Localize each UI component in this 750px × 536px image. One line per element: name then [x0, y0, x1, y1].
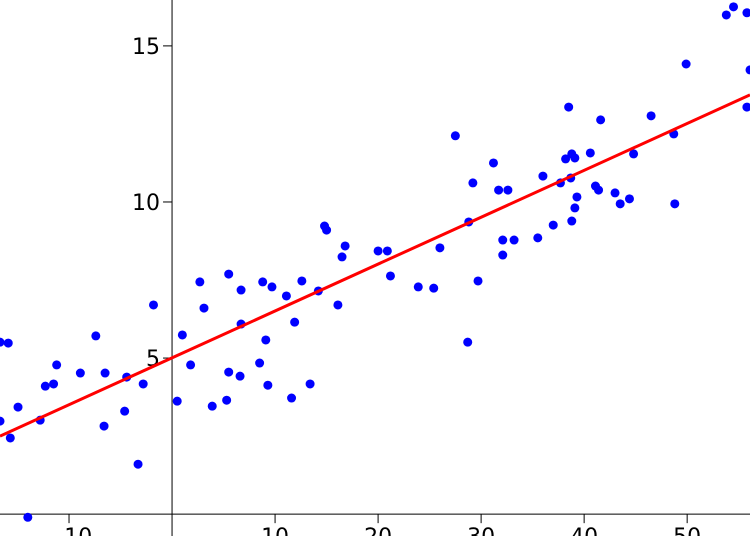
scatter-point	[533, 233, 543, 243]
scatter-point	[133, 459, 143, 469]
scatter-point	[23, 512, 33, 522]
scatter-point	[99, 421, 109, 431]
scatter-point	[261, 335, 271, 345]
scatter-point	[498, 250, 508, 260]
scatter-point	[646, 111, 656, 121]
scatter-point	[0, 416, 5, 426]
scatter-point	[494, 185, 504, 195]
scatter-point	[548, 220, 558, 230]
scatter-point	[322, 225, 332, 235]
scatter-point	[585, 148, 595, 158]
scatter-point	[538, 171, 548, 181]
scatter-point	[186, 360, 196, 370]
scatter-point	[463, 337, 473, 347]
scatter-point	[222, 395, 232, 405]
scatter-point	[509, 235, 519, 245]
scatter-point	[610, 188, 620, 198]
scatter-point	[3, 338, 13, 348]
scatter-point	[594, 185, 604, 195]
scatter-point	[195, 277, 205, 287]
y-tick-label: 10	[132, 191, 160, 216]
scatter-point	[742, 8, 750, 18]
scatter-point	[624, 194, 634, 204]
scatter-point	[49, 379, 59, 389]
scatter-point	[561, 154, 571, 164]
scatter-point	[224, 367, 234, 377]
scatter-point	[281, 291, 291, 301]
scatter-point	[450, 131, 460, 141]
scatter-point	[236, 285, 246, 295]
scatter-point	[570, 153, 580, 163]
scatter-point	[567, 216, 577, 226]
scatter-point	[572, 192, 582, 202]
scatter-point	[681, 59, 691, 69]
scatter-point	[498, 235, 508, 245]
scatter-point	[382, 246, 392, 256]
scatter-point	[235, 371, 245, 381]
scatter-point	[224, 269, 234, 279]
scatter-point	[570, 203, 580, 213]
scatter-point	[91, 331, 101, 341]
x-tick-label: 20	[364, 525, 392, 536]
scatter-point	[742, 102, 750, 112]
scatter-point	[413, 282, 423, 292]
x-tick-label: 40	[570, 525, 598, 536]
scatter-point	[468, 178, 478, 188]
scatter-point	[333, 300, 343, 310]
scatter-point	[177, 330, 187, 340]
scatter-point	[429, 283, 439, 293]
scatter-point	[100, 368, 110, 378]
scatter-point	[0, 337, 5, 347]
y-tick-label: 15	[132, 35, 160, 60]
x-tick-label: 50	[673, 525, 701, 536]
scatter-point	[5, 433, 15, 443]
scatter-point	[615, 199, 625, 209]
scatter-point	[258, 277, 268, 287]
scatter-point	[503, 185, 513, 195]
scatter-point	[729, 2, 739, 12]
scatter-point	[13, 402, 23, 412]
scatter-point	[75, 368, 85, 378]
scatter-point	[305, 379, 315, 389]
x-tick-label: 10	[261, 525, 289, 536]
scatter-point	[340, 241, 350, 251]
scatter-point	[473, 276, 483, 286]
scatter-point	[290, 317, 300, 327]
scatter-point	[745, 65, 750, 75]
scatter-point	[52, 360, 62, 370]
scatter-point	[120, 406, 130, 416]
x-tick-label: −10	[46, 525, 92, 536]
scatter-point	[488, 158, 498, 168]
scatter-point	[373, 246, 383, 256]
scatter-point	[207, 401, 217, 411]
scatter-point	[255, 358, 265, 368]
scatter-point	[721, 10, 731, 20]
scatter-point	[435, 243, 445, 253]
scatter-point	[267, 282, 277, 292]
scatter-point	[670, 199, 680, 209]
scatter-point	[385, 271, 395, 281]
scatter-point	[629, 149, 639, 159]
scatter-point	[172, 396, 182, 406]
scatter-point	[263, 380, 273, 390]
fit-line	[0, 93, 750, 438]
scatter-point	[337, 252, 347, 262]
scatter-point	[40, 381, 50, 391]
scatter-point	[297, 276, 307, 286]
scatter-point	[138, 379, 148, 389]
scatter-point	[564, 102, 574, 112]
scatter-point	[596, 115, 606, 125]
x-tick-label: 30	[467, 525, 495, 536]
scatter-point	[199, 303, 209, 313]
scatter-point	[287, 393, 297, 403]
scatter-point	[149, 300, 159, 310]
